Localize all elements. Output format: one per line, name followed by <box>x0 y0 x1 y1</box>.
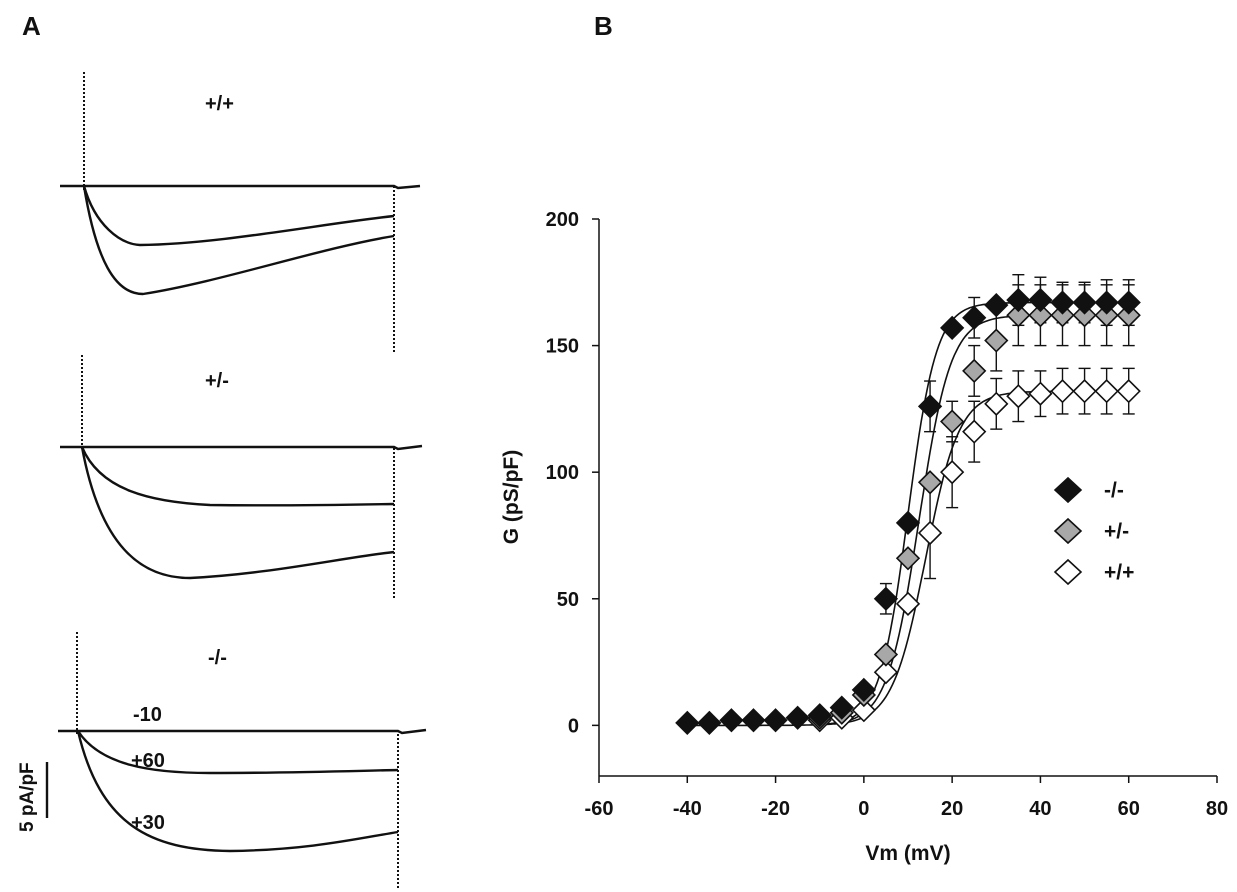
data-point-ko <box>807 703 832 728</box>
trace-group-het: +/- <box>60 355 423 600</box>
data-point-ko <box>873 586 899 611</box>
data-point-het <box>940 409 965 434</box>
y-ticks: 0 50 100 150 200 <box>546 209 599 737</box>
voltage-label: +30 <box>131 812 165 834</box>
data-point-ko <box>1116 290 1141 315</box>
trace-baseline <box>60 184 421 190</box>
data-point-wt <box>873 660 899 685</box>
x-tick-label: -40 <box>673 798 702 820</box>
data-point-ko <box>829 695 854 720</box>
trace-small-current <box>76 730 399 775</box>
voltage-label: -10 <box>133 704 162 726</box>
data-point-wt <box>895 591 921 616</box>
trace-small-current <box>82 185 395 247</box>
data-point-ko <box>962 305 987 330</box>
data-point-ko <box>763 708 788 733</box>
data-point-het <box>917 470 943 495</box>
y-tick-label: 50 <box>557 589 579 611</box>
data-point-het <box>1116 303 1141 328</box>
data-point-het <box>984 328 1009 353</box>
data-point-wt <box>1072 379 1097 404</box>
trace-large-current <box>80 446 395 580</box>
y-tick-label: 150 <box>546 336 579 358</box>
data-point-wt <box>1116 379 1141 404</box>
trace-baseline <box>58 728 427 735</box>
data-point-wt <box>940 460 965 485</box>
y-tick-label: 100 <box>546 462 579 484</box>
data-points <box>675 287 1141 735</box>
data-point-ko <box>1094 290 1119 315</box>
data-point-ko <box>785 705 810 730</box>
data-point-ko <box>1072 290 1097 315</box>
trace-baseline <box>60 444 423 451</box>
x-tick-label: 20 <box>941 798 963 820</box>
x-tick-label: 0 <box>858 798 869 820</box>
panel-b: B -60 -40 -20 0 20 40 60 80 0 50 100 150 200 Vm (mV… <box>500 11 1228 865</box>
data-point-ko <box>1006 287 1031 313</box>
x-tick-label: 80 <box>1206 798 1228 820</box>
legend-label: -/- <box>1104 479 1124 502</box>
data-point-ko <box>895 510 921 535</box>
y-tick-label: 200 <box>546 209 579 231</box>
data-point-ko <box>741 708 766 733</box>
data-point-wt <box>1006 384 1031 409</box>
data-point-het <box>1028 303 1053 328</box>
data-point-ko <box>697 710 722 735</box>
data-point-ko <box>719 708 744 733</box>
data-point-ko <box>675 710 700 735</box>
voltage-label: +60 <box>131 750 165 772</box>
data-point-ko <box>940 315 965 340</box>
trace-group-wt: +/+ <box>60 72 421 352</box>
panel-a: A +/+ +/- -/- -10 +60 <box>17 11 427 890</box>
x-tick-label: 60 <box>1118 798 1140 820</box>
trace-label-ko: -/- <box>208 647 227 669</box>
x-tick-label: -20 <box>761 798 790 820</box>
data-point-wt <box>917 520 943 546</box>
data-point-wt <box>984 391 1009 416</box>
legend-marker <box>1053 517 1083 545</box>
panel-a-label: A <box>22 11 41 41</box>
legend-label: +/+ <box>1104 561 1134 584</box>
y-axis-label: G (pS/pF) <box>500 450 523 544</box>
trace-small-current <box>80 446 395 507</box>
data-point-het <box>1050 303 1075 328</box>
data-point-wt <box>1028 381 1053 406</box>
data-point-ko <box>1028 287 1053 313</box>
scale-bar: 5 pA/pF <box>17 762 49 832</box>
trace-label-wt: +/+ <box>205 93 234 115</box>
data-point-ko <box>851 677 876 703</box>
scale-bar-label: 5 pA/pF <box>17 762 38 832</box>
trace-large-current <box>76 730 399 853</box>
y-tick-label: 0 <box>568 715 579 737</box>
data-point-het <box>873 642 899 667</box>
data-point-ko <box>984 292 1009 318</box>
x-tick-label: 40 <box>1029 798 1051 820</box>
data-point-wt <box>962 419 987 444</box>
trace-group-ko: -/- -10 +60 +30 <box>58 632 427 890</box>
x-axis-label: Vm (mV) <box>865 842 950 865</box>
data-point-het <box>1072 303 1097 328</box>
data-point-wt <box>1050 379 1075 404</box>
legend-marker <box>1053 558 1083 586</box>
data-point-ko <box>917 394 943 419</box>
legend-marker <box>1053 476 1083 504</box>
data-point-ko <box>1050 290 1075 315</box>
data-point-het <box>962 358 987 384</box>
x-ticks: -60 -40 -20 0 20 40 60 80 <box>585 776 1228 820</box>
data-point-het <box>895 546 921 571</box>
data-point-wt <box>851 698 876 723</box>
trace-label-het: +/- <box>205 370 229 392</box>
data-point-wt <box>1094 379 1119 404</box>
legend: -/- +/- +/+ <box>1053 476 1134 586</box>
data-point-het <box>1006 303 1031 328</box>
panel-b-label: B <box>594 11 613 41</box>
legend-label: +/- <box>1104 520 1129 543</box>
data-point-het <box>1094 303 1119 328</box>
trace-large-current <box>82 185 395 296</box>
x-tick-label: -60 <box>585 798 614 820</box>
